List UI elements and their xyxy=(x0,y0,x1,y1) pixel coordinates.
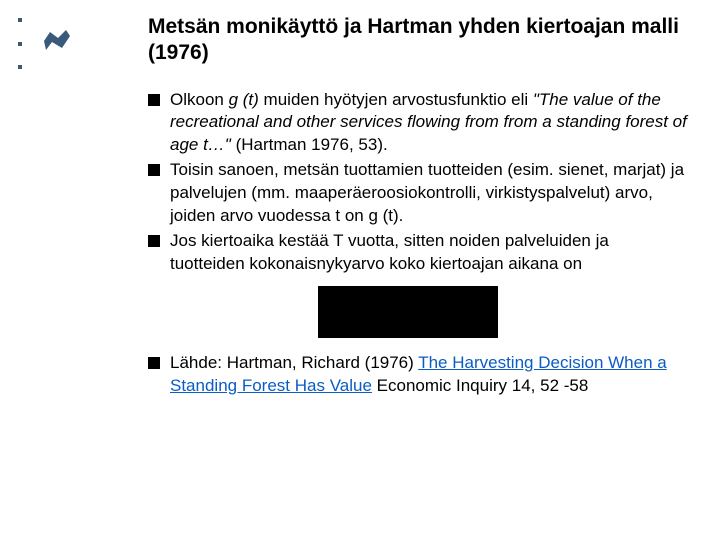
logo-dot xyxy=(18,65,22,69)
bullet-text: (Hartman 1976, 53). xyxy=(231,135,388,154)
bullet-item: Toisin sanoen, metsän tuottamien tuottei… xyxy=(148,159,688,228)
bullet-text: Toisin sanoen, metsän tuottamien tuottei… xyxy=(170,160,684,225)
bullet-text: Olkoon xyxy=(170,90,229,109)
bullet-item: Lähde: Hartman, Richard (1976) The Harve… xyxy=(148,352,688,398)
logo-dot xyxy=(18,18,22,22)
bullet-text: Lähde: Hartman, Richard (1976) xyxy=(170,353,418,372)
logo-icon xyxy=(38,28,72,59)
logo-dot-row xyxy=(18,18,108,22)
bullet-text: Economic Inquiry 14, 52 -58 xyxy=(372,376,588,395)
bullet-list: Olkoon g (t) muiden hyötyjen arvostusfun… xyxy=(148,89,688,277)
logo-area xyxy=(18,18,108,75)
formula-placeholder xyxy=(318,286,498,338)
logo-dot-row xyxy=(18,65,108,69)
slide-title: Metsän monikäyttö ja Hartman yhden kiert… xyxy=(148,14,688,67)
bullet-list-source: Lähde: Hartman, Richard (1976) The Harve… xyxy=(148,352,688,398)
bullet-item: Olkoon g (t) muiden hyötyjen arvostusfun… xyxy=(148,89,688,158)
bullet-text: muiden hyötyjen arvostusfunktio eli xyxy=(259,90,533,109)
logo-dot-row xyxy=(18,28,108,59)
bullet-item: Jos kiertoaika kestää T vuotta, sitten n… xyxy=(148,230,688,276)
bullet-text-italic: g (t) xyxy=(229,90,259,109)
bullet-text: Jos kiertoaika kestää T vuotta, sitten n… xyxy=(170,231,609,273)
slide-content: Metsän monikäyttö ja Hartman yhden kiert… xyxy=(148,14,688,400)
logo-dot xyxy=(18,42,22,46)
